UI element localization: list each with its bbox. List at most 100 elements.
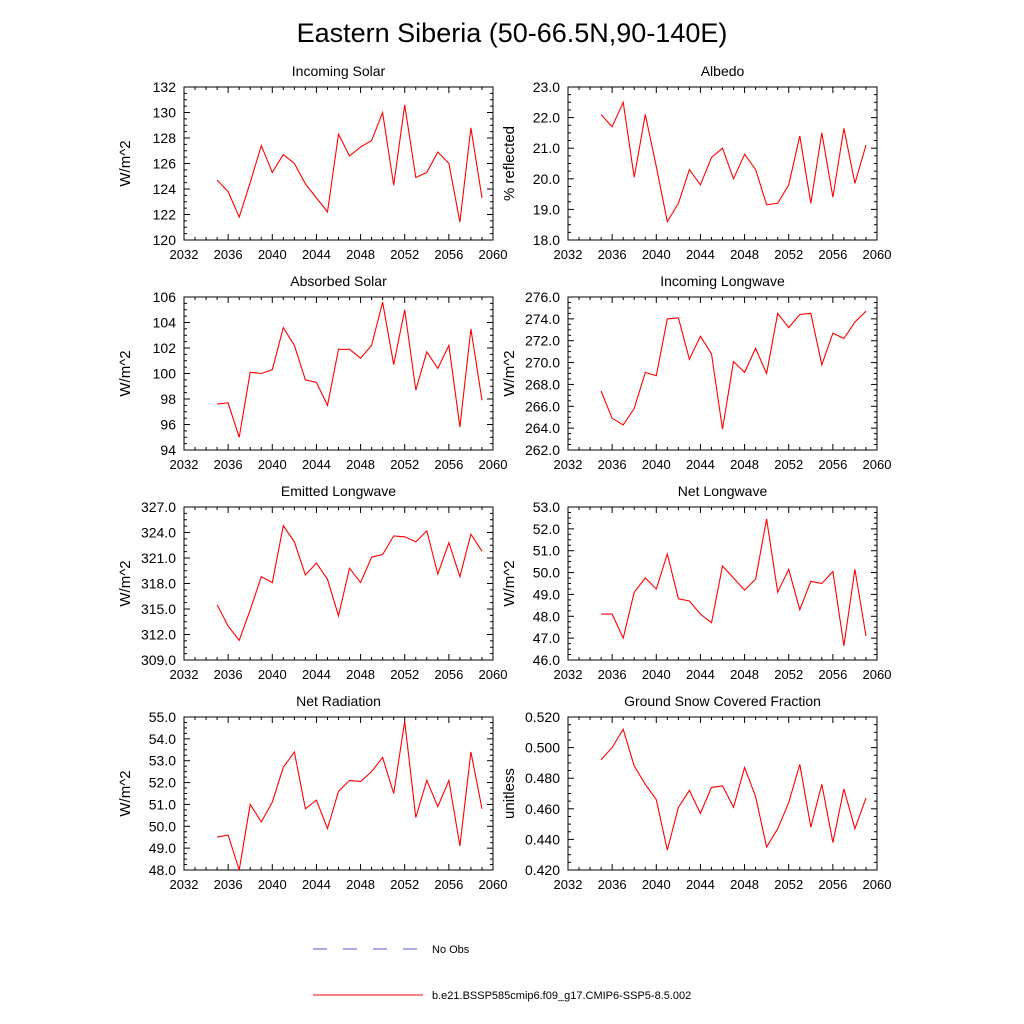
y-tick-label: 100 xyxy=(153,366,177,382)
x-tick-label: 2036 xyxy=(598,247,627,262)
panel-title: Incoming Solar xyxy=(292,63,386,79)
x-tick-label: 2036 xyxy=(598,457,627,472)
x-tick-label: 2040 xyxy=(642,877,671,892)
x-tick-label: 2048 xyxy=(346,877,375,892)
x-tick-label: 2032 xyxy=(554,667,583,682)
y-tick-label: 264.0 xyxy=(525,420,560,436)
x-tick-label: 2056 xyxy=(434,877,463,892)
x-tick-label: 2052 xyxy=(390,457,419,472)
plot-frame xyxy=(567,716,878,871)
y-axis-label: unitless xyxy=(501,768,518,819)
y-tick-label: 309.0 xyxy=(141,652,176,668)
x-tick-label: 2044 xyxy=(302,247,331,262)
x-tick-label: 2032 xyxy=(170,667,199,682)
y-tick-label: 272.0 xyxy=(525,333,560,349)
x-tick-label: 2052 xyxy=(774,667,803,682)
chart-panel-4: Incoming Longwave W/m^2 2032 2036 2040 2044 20… xyxy=(501,273,891,472)
x-tick-label: 2036 xyxy=(598,667,627,682)
x-tick-label: 2036 xyxy=(214,877,243,892)
x-tick-label: 2060 xyxy=(479,247,508,262)
y-tick-label: 50.0 xyxy=(149,818,176,834)
y-tick-label: 47.0 xyxy=(533,630,560,646)
x-tick-label: 2036 xyxy=(214,457,243,472)
x-tick-label: 2032 xyxy=(554,247,583,262)
legend: No Obs b.e21.BSSP585cmip6.f09_g17.CMIP6-… xyxy=(313,944,691,1002)
x-tick-label: 2048 xyxy=(346,667,375,682)
y-tick-label: 0.480 xyxy=(525,770,560,786)
y-tick-label: 324.0 xyxy=(141,525,176,541)
y-tick-label: 94 xyxy=(160,442,176,458)
x-tick-label: 2040 xyxy=(642,247,671,262)
y-tick-label: 126 xyxy=(153,156,177,172)
chart-panel-3: Absorbed Solar W/m^2 2032 2036 2040 2044 2048 2… xyxy=(117,273,507,472)
y-tick-label: 0.460 xyxy=(525,801,560,817)
chart-panel-7: Net Radiation W/m^2 2032 2036 2040 2044 2048 20… xyxy=(117,693,507,892)
x-tick-label: 2044 xyxy=(686,247,715,262)
x-tick-label: 2056 xyxy=(818,667,847,682)
y-tick-label: 20.0 xyxy=(533,171,560,187)
y-axis-label: W/m^2 xyxy=(117,770,134,816)
y-tick-label: 55.0 xyxy=(149,709,176,725)
y-tick-label: 50.0 xyxy=(533,565,560,581)
y-tick-label: 262.0 xyxy=(525,442,560,458)
y-tick-label: 0.440 xyxy=(525,831,560,847)
x-tick-label: 2048 xyxy=(346,457,375,472)
x-tick-label: 2052 xyxy=(774,457,803,472)
y-tick-label: 122 xyxy=(153,207,177,223)
x-tick-label: 2044 xyxy=(302,877,331,892)
x-tick-label: 2048 xyxy=(730,877,759,892)
x-tick-label: 2060 xyxy=(479,877,508,892)
x-tick-label: 2048 xyxy=(730,247,759,262)
series-line xyxy=(600,310,867,430)
x-tick-label: 2056 xyxy=(818,247,847,262)
x-tick-label: 2056 xyxy=(434,667,463,682)
x-tick-label: 2036 xyxy=(598,877,627,892)
panel-title: Albedo xyxy=(701,63,745,79)
chart-panel-8: Ground Snow Covered Fraction unitless 2032… xyxy=(501,693,891,892)
y-tick-label: 0.520 xyxy=(525,709,560,725)
x-tick-label: 2052 xyxy=(774,877,803,892)
plot-frame xyxy=(183,506,494,661)
y-tick-label: 48.0 xyxy=(533,608,560,624)
chart-panel-2: Albedo % reflected 2032 2036 2040 2044 2048 205… xyxy=(501,63,891,262)
series-line xyxy=(217,301,483,438)
chart-panel-1: Incoming Solar W/m^2 2032 2036 2040 2044 2048 2… xyxy=(117,63,507,262)
x-tick-label: 2048 xyxy=(730,457,759,472)
legend-model-label: b.e21.BSSP585cmip6.f09_g17.CMIP6-SSP5-8.… xyxy=(432,990,691,1002)
x-tick-label: 2056 xyxy=(434,457,463,472)
x-tick-label: 2040 xyxy=(258,877,287,892)
x-tick-label: 2052 xyxy=(774,247,803,262)
y-tick-label: 52.0 xyxy=(533,521,560,537)
y-tick-label: 98 xyxy=(160,391,176,407)
x-tick-label: 2060 xyxy=(863,457,892,472)
x-tick-label: 2036 xyxy=(214,667,243,682)
y-tick-label: 51.0 xyxy=(533,543,560,559)
x-tick-label: 2040 xyxy=(258,247,287,262)
plot-frame xyxy=(183,86,494,241)
x-tick-label: 2056 xyxy=(818,457,847,472)
series-line xyxy=(601,518,867,646)
x-tick-label: 2040 xyxy=(258,457,287,472)
x-tick-label: 2036 xyxy=(214,247,243,262)
x-tick-label: 2052 xyxy=(390,877,419,892)
y-axis-label: W/m^2 xyxy=(117,560,134,606)
y-tick-label: 46.0 xyxy=(533,652,560,668)
x-tick-label: 2032 xyxy=(554,877,583,892)
y-tick-label: 315.0 xyxy=(141,601,176,617)
y-tick-label: 0.500 xyxy=(525,740,560,756)
y-tick-label: 53.0 xyxy=(533,499,560,515)
panel-title: Emitted Longwave xyxy=(281,483,396,499)
chart-panel-5: Emitted Longwave W/m^2 2032 2036 2040 2044 204… xyxy=(117,483,507,682)
y-tick-label: 52.0 xyxy=(149,775,176,791)
figure-title: Eastern Siberia (50-66.5N,90-140E) xyxy=(297,18,728,48)
y-tick-label: 51.0 xyxy=(149,796,176,812)
y-tick-label: 327.0 xyxy=(141,499,176,515)
y-tick-label: 22.0 xyxy=(533,110,560,126)
y-tick-label: 104 xyxy=(153,315,177,331)
x-tick-label: 2040 xyxy=(258,667,287,682)
x-tick-label: 2060 xyxy=(479,667,508,682)
x-tick-label: 2060 xyxy=(863,877,892,892)
plot-frame xyxy=(183,716,494,871)
x-tick-label: 2040 xyxy=(642,667,671,682)
